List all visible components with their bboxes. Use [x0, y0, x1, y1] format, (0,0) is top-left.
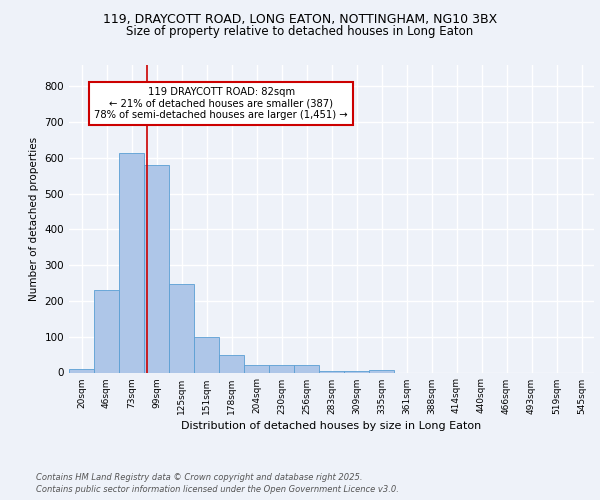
- Text: Contains HM Land Registry data © Crown copyright and database right 2025.: Contains HM Land Registry data © Crown c…: [36, 472, 362, 482]
- Bar: [269, 364, 294, 372]
- X-axis label: Distribution of detached houses by size in Long Eaton: Distribution of detached houses by size …: [181, 420, 482, 430]
- Bar: [244, 364, 269, 372]
- Bar: [319, 370, 344, 372]
- Bar: [144, 165, 169, 372]
- Text: Size of property relative to detached houses in Long Eaton: Size of property relative to detached ho…: [127, 25, 473, 38]
- Bar: [119, 152, 144, 372]
- Bar: [294, 364, 319, 372]
- Bar: [194, 338, 219, 372]
- Bar: [344, 370, 369, 372]
- Bar: [169, 284, 194, 372]
- Text: Contains public sector information licensed under the Open Government Licence v3: Contains public sector information licen…: [36, 485, 399, 494]
- Y-axis label: Number of detached properties: Number of detached properties: [29, 136, 39, 301]
- Bar: [369, 370, 394, 372]
- Text: 119 DRAYCOTT ROAD: 82sqm
← 21% of detached houses are smaller (387)
78% of semi-: 119 DRAYCOTT ROAD: 82sqm ← 21% of detach…: [94, 86, 348, 120]
- Text: 119, DRAYCOTT ROAD, LONG EATON, NOTTINGHAM, NG10 3BX: 119, DRAYCOTT ROAD, LONG EATON, NOTTINGH…: [103, 12, 497, 26]
- Bar: [94, 290, 119, 372]
- Bar: [219, 356, 244, 372]
- Bar: [69, 369, 94, 372]
